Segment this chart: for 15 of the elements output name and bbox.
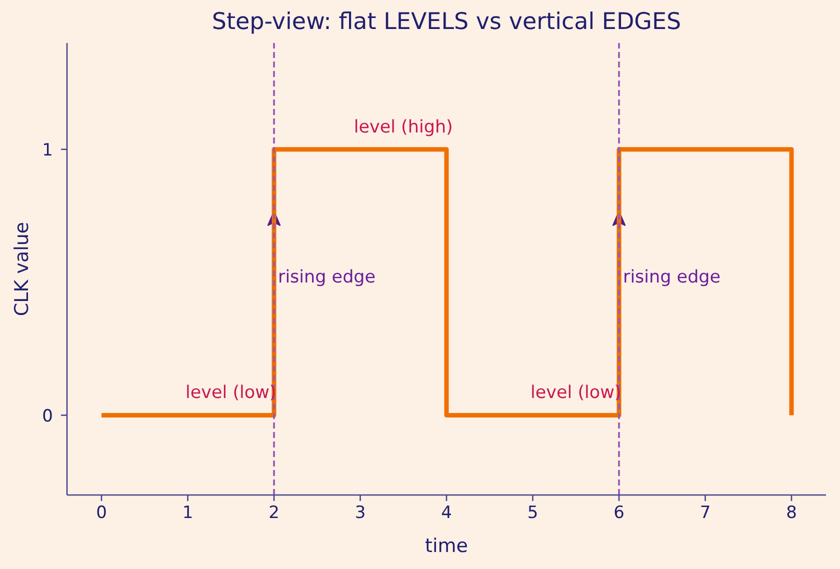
x-tick-label: 8 (786, 503, 797, 524)
annotation: level (high) (354, 117, 453, 138)
x-tick-label: 1 (182, 503, 194, 524)
x-tick-label: 7 (700, 503, 711, 524)
annotation: rising edge (623, 267, 721, 288)
x-tick-label: 6 (614, 503, 624, 524)
x-tick-label: 2 (268, 503, 280, 524)
annotation: rising edge (278, 267, 376, 288)
x-tick-label: 3 (354, 503, 366, 524)
y-axis-title: CLK value (11, 222, 33, 316)
x-tick-label: 4 (441, 503, 452, 524)
x-axis-title: time (425, 535, 468, 557)
x-tick-label: 5 (527, 503, 538, 524)
chart-title: Step-view: flat LEVELS vs vertical EDGES (210, 8, 682, 36)
x-tick-label: 0 (96, 503, 107, 524)
